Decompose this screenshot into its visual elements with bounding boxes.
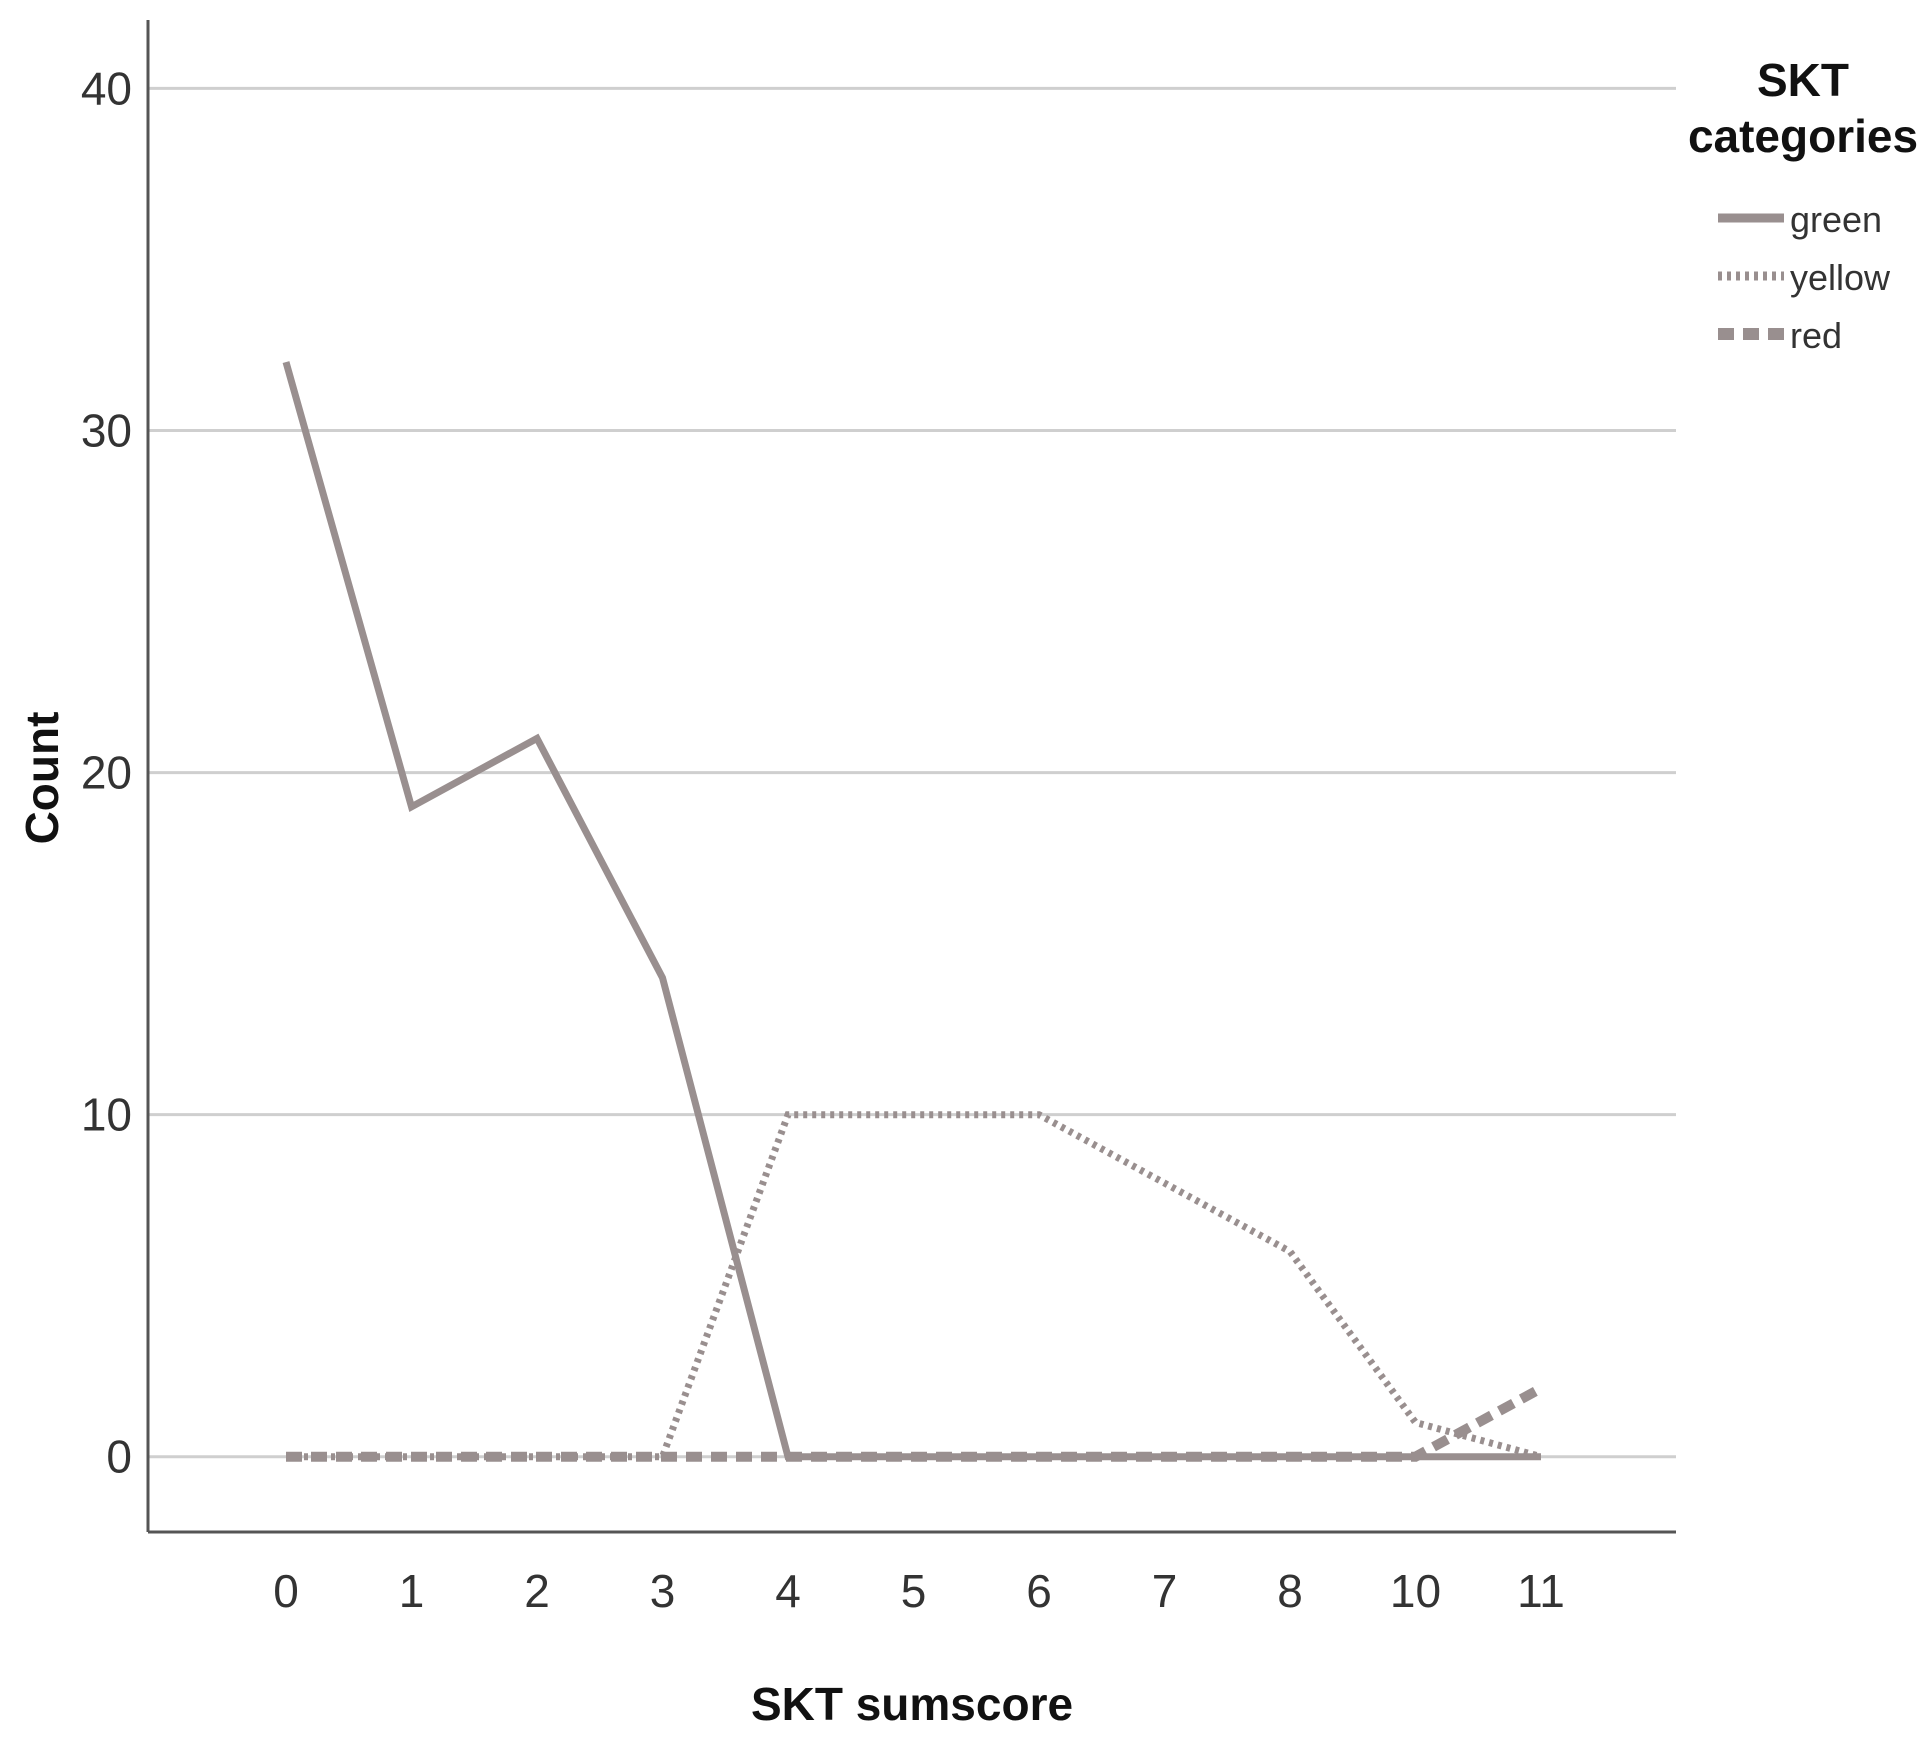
axes <box>146 20 1676 1534</box>
series-line-green <box>282 361 1541 1461</box>
y-tick-labels: 0 10 20 30 40 <box>81 62 132 1482</box>
x-tick-label-11: 11 <box>1517 1565 1565 1617</box>
x-tick-label-6: 6 <box>1026 1565 1052 1617</box>
series-line-yellow <box>286 1111 1542 1461</box>
x-tick-label-7: 7 <box>1152 1565 1178 1617</box>
y-tick-label-10: 10 <box>81 1089 132 1141</box>
grid-lines <box>148 86 1676 1459</box>
x-tick-label-10: 10 <box>1390 1565 1441 1617</box>
x-tick-label-4: 4 <box>775 1565 801 1617</box>
x-tick-label-3: 3 <box>650 1565 676 1617</box>
x-tick-labels: 0 1 2 3 4 5 6 7 8 10 11 <box>273 1565 1565 1617</box>
legend: SKT categories green yellow red <box>1688 54 1918 356</box>
x-tick-label-2: 2 <box>524 1565 550 1617</box>
x-tick-label-5: 5 <box>901 1565 927 1617</box>
y-tick-label-0: 0 <box>106 1431 132 1483</box>
y-tick-label-20: 20 <box>81 747 132 799</box>
x-axis-title: SKT sumscore <box>751 1678 1073 1730</box>
y-axis-title: Count <box>16 712 68 845</box>
y-tick-label-30: 30 <box>81 404 132 456</box>
series-line-red <box>286 1383 1544 1462</box>
y-tick-label-40: 40 <box>81 62 132 114</box>
x-tick-label-0: 0 <box>273 1565 299 1617</box>
legend-title-line-2: categories <box>1688 110 1918 162</box>
legend-label-green: green <box>1790 199 1882 240</box>
legend-label-yellow: yellow <box>1790 257 1891 298</box>
x-tick-label-1: 1 <box>399 1565 425 1617</box>
x-tick-label-8: 8 <box>1277 1565 1303 1617</box>
legend-label-red: red <box>1790 315 1842 356</box>
legend-title-line-1: SKT <box>1757 54 1849 106</box>
legend-items: green yellow red <box>1718 199 1891 356</box>
series-lines <box>282 361 1544 1462</box>
